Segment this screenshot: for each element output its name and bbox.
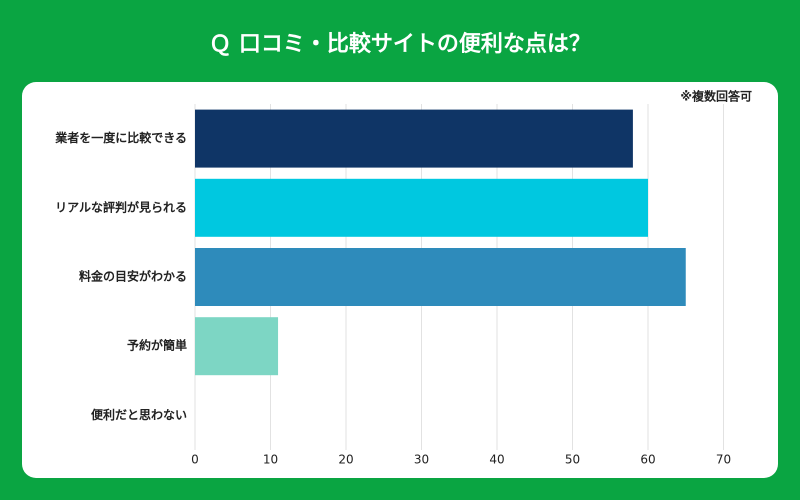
x-tick-label: 60 (640, 453, 655, 467)
y-tick-label: 便利だと思わない (91, 407, 187, 422)
bar (195, 178, 648, 237)
y-tick-label: 料金の目安がわかる (79, 269, 187, 284)
y-tick-label: 予約が簡単 (127, 338, 187, 353)
bar (195, 317, 279, 376)
chart-title: Ｑ 口コミ・比較サイトの便利な点は？ (209, 31, 591, 57)
bar (195, 109, 633, 168)
x-tick-label: 0 (191, 453, 199, 467)
bar (195, 248, 686, 306)
x-tick-label: 40 (489, 453, 504, 467)
x-tick-label: 20 (338, 453, 353, 467)
x-tick-label: 50 (565, 453, 580, 467)
y-tick-label: リアルな評判が見られる (55, 199, 187, 214)
x-tick-label: 10 (263, 453, 278, 467)
x-tick-label: 30 (414, 453, 429, 467)
annotation: ※複数回答可 (680, 89, 752, 104)
y-tick-label: 業者を一度に比較できる (54, 130, 187, 145)
x-tick-label: 70 (716, 453, 731, 467)
